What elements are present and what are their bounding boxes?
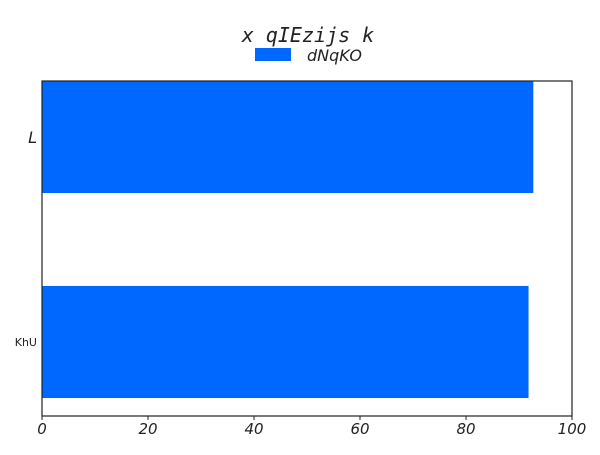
plot-frame [41, 80, 573, 417]
y-axis: L KhU [15, 128, 37, 349]
x-tick-label-100: 100 [558, 420, 587, 438]
x-tick-label-60: 60 [350, 420, 369, 438]
x-tick-label-0: 0 [37, 420, 47, 438]
bar-l [42, 81, 534, 193]
bars-layer [42, 81, 534, 398]
x-tick-label-20: 20 [138, 420, 157, 438]
x-axis: 0 20 40 60 80 100 [37, 416, 586, 438]
x-tick-label-40: 40 [244, 420, 263, 438]
chart-title: x qIEzijs k [241, 23, 374, 47]
legend-label: dNqKO [307, 46, 362, 65]
legend-swatch [255, 48, 291, 61]
bar-khu [42, 286, 529, 398]
x-tick-label-80: 80 [456, 420, 475, 438]
legend: dNqKO [255, 46, 362, 65]
y-tick-label-l: L [28, 128, 37, 147]
y-tick-label-khu: KhU [15, 336, 37, 349]
